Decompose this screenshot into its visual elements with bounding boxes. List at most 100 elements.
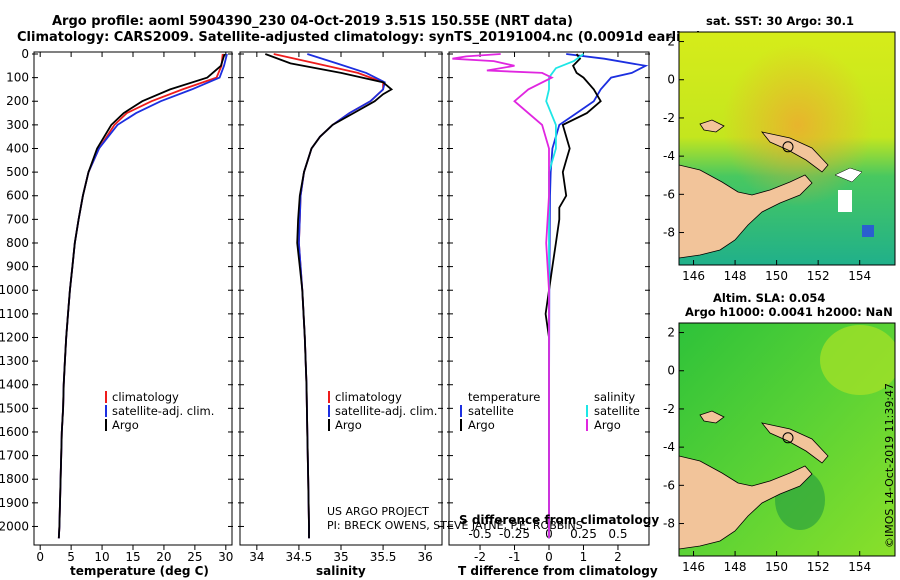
credit-line-2: PI: BRECK OWENS, STEVE JAYNE, P.E. ROBBI… [327, 519, 583, 532]
s-diff-tick-label: 0.5 [608, 527, 627, 541]
map-lon-label: 150 [765, 269, 788, 283]
legend-temperature-title: temperature [468, 390, 540, 404]
t-difference-axis: -2 -1 0 1 2 [474, 52, 622, 564]
depth-axis: 0 100 200 300 400 500 600 700 800 900 1000 1100 1200… [0, 47, 233, 533]
salinity-depth-ticks [238, 53, 443, 527]
depth-tick-label: 700 [6, 212, 29, 226]
series-line-satellite-adj-clim- [57, 53, 228, 539]
depth-tick-label: 1000 [0, 283, 29, 297]
x-tick-label: 1 [580, 550, 588, 564]
legend-t-argo: Argo [468, 418, 495, 432]
x-tick-label: 34.5 [286, 550, 313, 564]
depth-tick-label: 0 [21, 47, 29, 61]
map-lon-label: 152 [807, 269, 830, 283]
legend-satellite: satellite-adj. clim. [112, 404, 214, 418]
map-lat-label: 0 [667, 73, 675, 87]
depth-tick-label: 1100 [0, 307, 29, 321]
depth-tick-label: 1400 [0, 378, 29, 392]
sst-map-axes: 146 148 150 152 154 2 0 -2 -4 -6 -8 [663, 35, 871, 283]
legend-climatology: climatology [335, 390, 402, 404]
land-islet-2 [834, 167, 863, 183]
salinity-legend: climatology satellite-adj. clim. Argo [328, 390, 437, 432]
legend-s-argo: Argo [594, 418, 621, 432]
map-lon-label: 150 [765, 560, 788, 574]
series-line-climatology [57, 53, 224, 539]
salinity-axis-label: salinity [316, 564, 366, 578]
x-tick-label: -2 [474, 550, 486, 564]
x-tick-label: 5 [67, 550, 75, 564]
x-tick-label: 10 [94, 550, 109, 564]
temperature-axis: 0 5 10 15 20 25 30 [36, 52, 233, 564]
depth-tick-label: 200 [6, 94, 29, 108]
x-tick-label: 35.5 [370, 550, 397, 564]
depth-tick-label: 100 [6, 71, 29, 85]
title-line-1: Argo profile: aoml 5904390_230 04-Oct-20… [52, 14, 573, 29]
depth-tick-label: 400 [6, 141, 29, 155]
map-lat-label: -4 [663, 440, 675, 454]
series-line-salinity-argo [452, 53, 554, 539]
map-lon-label: 148 [724, 560, 747, 574]
depth-tick-label: 300 [6, 118, 29, 132]
x-tick-label: 0 [545, 550, 553, 564]
depth-tick-label: 1700 [0, 449, 29, 463]
land-new-guinea [679, 164, 813, 259]
depth-tick-label: 1800 [0, 472, 29, 486]
sla-map-axes: 146 148 150 152 154 2 0 -2 -4 -6 -8 [663, 326, 871, 574]
map-lat-label: -2 [663, 402, 675, 416]
land-new-ireland [760, 131, 829, 173]
map-lon-label: 148 [724, 269, 747, 283]
salinity-axis: 34 34.5 35 35.5 36 [249, 52, 433, 564]
title-line-2: Climatology: CARS2009. Satellite-adjuste… [17, 30, 702, 45]
sla-map-panel: Altim. SLA: 0.054 Argo h1000: 0.0041 h20… [663, 291, 896, 574]
series-line-climatology [273, 53, 385, 539]
salinity-series [264, 53, 394, 539]
credit-line-1: US ARGO PROJECT [327, 505, 429, 518]
sla-map-title-2: Argo h1000: 0.0041 h2000: NaN [685, 305, 893, 319]
map-lat-label: -8 [663, 517, 675, 531]
x-tick-label: 34 [249, 550, 264, 564]
series-line-satellite-adj-clim- [297, 53, 386, 539]
depth-tick-label: 600 [6, 189, 29, 203]
x-tick-label: 15 [125, 550, 140, 564]
map-lat-label: -8 [663, 226, 675, 240]
difference-panel: -2 -1 0 1 2 -0.5 -0.25 0 0.25 0.5 temperature sa… [447, 51, 659, 578]
temperature-axis-label: temperature (deg C) [70, 564, 209, 578]
map-lat-label: 2 [667, 35, 675, 49]
map-lat-label: -4 [663, 149, 675, 163]
legend-argo: Argo [112, 418, 139, 432]
sst-map-title: sat. SST: 30 Argo: 30.1 [706, 14, 854, 28]
difference-depth-ticks [447, 53, 650, 527]
legend-salinity-title: salinity [594, 390, 635, 404]
s-difference-axis-label: S difference from climatology [459, 513, 659, 527]
argo-float-marker [782, 141, 794, 153]
x-tick-label: 30 [218, 550, 233, 564]
imos-footer: ©IMOS 14-Oct-2019 11:39:47 [883, 383, 896, 548]
map-lat-label: -6 [663, 478, 675, 492]
sla-map-frame [678, 322, 896, 557]
x-tick-label: 2 [614, 550, 622, 564]
legend-climatology: climatology [112, 390, 179, 404]
map-lon-label: 146 [682, 560, 705, 574]
map-lon-label: 146 [682, 269, 705, 283]
depth-tick-label: 2000 [0, 519, 29, 533]
legend-t-satellite: satellite [468, 404, 514, 418]
map-lon-label: 154 [848, 560, 871, 574]
depth-tick-label: 1500 [0, 401, 29, 415]
missing-data-patch [838, 190, 852, 212]
land-new-guinea [679, 455, 813, 550]
s-diff-tick-label: -0.25 [499, 527, 530, 541]
temperature-series [57, 53, 228, 539]
sst-map-panel: sat. SST: 30 Argo: 30.1 146 148 150 152 154 2… [663, 14, 896, 283]
map-lat-label: 0 [667, 364, 675, 378]
difference-legend: temperature satellite Argo salinity sate… [460, 390, 640, 432]
map-lat-label: -6 [663, 187, 675, 201]
t-difference-axis-label: T difference from climatology [458, 564, 658, 578]
temperature-plot-frame [33, 51, 233, 546]
depth-tick-label: 800 [6, 236, 29, 250]
series-line-temperature-argo [544, 53, 602, 539]
x-tick-label: 25 [187, 550, 202, 564]
x-tick-label: 35 [333, 550, 348, 564]
series-line-argo [264, 53, 394, 539]
depth-tick-label: 1600 [0, 425, 29, 439]
sst-map-frame [678, 31, 896, 266]
